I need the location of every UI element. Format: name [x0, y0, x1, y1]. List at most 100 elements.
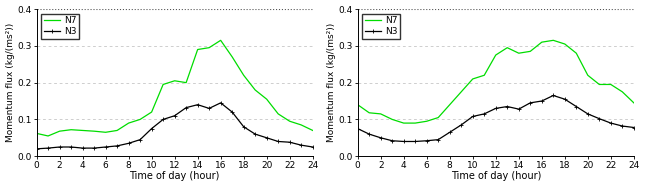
N3 [171, 115, 179, 117]
N3 [561, 98, 569, 100]
N7 [228, 56, 236, 58]
Line: N3: N3 [356, 94, 635, 143]
N7 [102, 131, 110, 133]
N7 [434, 117, 442, 119]
N7 [423, 120, 431, 122]
N7 [263, 98, 270, 100]
N7 [309, 129, 317, 132]
N7 [136, 118, 144, 121]
N3 [228, 111, 236, 113]
N7 [217, 39, 224, 42]
N3 [572, 105, 580, 108]
N7 [205, 47, 213, 49]
Y-axis label: Momentum flux (kg/(ms²)): Momentum flux (kg/(ms²)) [6, 23, 15, 142]
N3 [365, 133, 373, 135]
N3 [309, 146, 317, 148]
N3 [388, 140, 396, 142]
N3 [217, 102, 224, 104]
N3 [240, 126, 248, 128]
N7 [572, 52, 580, 54]
N7 [148, 111, 155, 113]
N7 [377, 113, 384, 115]
N3 [274, 140, 282, 143]
N3 [90, 147, 98, 149]
N3 [400, 140, 408, 143]
N3 [159, 118, 167, 121]
N3 [492, 107, 500, 110]
Legend: N7, N3: N7, N3 [362, 14, 400, 39]
N7 [526, 50, 534, 53]
N3 [457, 124, 465, 126]
N7 [630, 102, 638, 104]
N7 [365, 112, 373, 114]
N7 [45, 135, 52, 137]
N7 [607, 83, 615, 86]
N7 [114, 129, 121, 132]
N7 [400, 122, 408, 124]
N3 [263, 137, 270, 139]
N3 [515, 108, 522, 110]
N3 [434, 139, 442, 141]
N3 [45, 147, 52, 149]
N3 [205, 107, 213, 110]
N7 [252, 89, 259, 91]
N7 [550, 39, 557, 42]
N7 [619, 91, 626, 93]
N7 [515, 52, 522, 54]
N7 [446, 104, 453, 106]
N3 [136, 139, 144, 141]
N3 [538, 100, 546, 102]
N7 [240, 74, 248, 76]
N3 [55, 146, 63, 148]
N3 [619, 125, 626, 127]
Line: N7: N7 [358, 40, 634, 123]
N7 [171, 80, 179, 82]
N7 [159, 83, 167, 86]
N7 [297, 124, 305, 126]
N3 [67, 146, 75, 148]
N3 [252, 133, 259, 135]
N7 [481, 74, 488, 76]
Legend: N7, N3: N7, N3 [41, 14, 79, 39]
N3 [354, 128, 362, 130]
N7 [183, 82, 190, 84]
N3 [102, 146, 110, 148]
N3 [469, 115, 477, 118]
N7 [584, 74, 591, 76]
N7 [561, 43, 569, 45]
N3 [630, 126, 638, 129]
X-axis label: Time of day (hour): Time of day (hour) [451, 171, 541, 181]
N3 [503, 105, 511, 108]
N3 [297, 144, 305, 146]
N3 [412, 140, 419, 143]
N7 [595, 83, 603, 86]
N7 [194, 48, 201, 51]
N7 [33, 132, 41, 134]
Y-axis label: Momentum flux (kg/(ms²)): Momentum flux (kg/(ms²)) [326, 23, 335, 142]
N7 [457, 91, 465, 93]
N7 [274, 113, 282, 115]
N7 [124, 122, 132, 124]
N7 [67, 129, 75, 131]
N3 [194, 104, 201, 106]
N7 [538, 41, 546, 43]
N3 [183, 107, 190, 109]
N7 [469, 78, 477, 80]
N3 [79, 147, 86, 149]
N7 [79, 129, 86, 132]
X-axis label: Time of day (hour): Time of day (hour) [130, 171, 220, 181]
N3 [595, 118, 603, 120]
N7 [503, 47, 511, 49]
N7 [492, 54, 500, 56]
N3 [446, 131, 453, 133]
N7 [412, 122, 419, 124]
N7 [55, 130, 63, 132]
N3 [33, 148, 41, 150]
Line: N7: N7 [37, 40, 313, 136]
N7 [90, 130, 98, 132]
N3 [526, 102, 534, 104]
Line: N3: N3 [35, 101, 315, 151]
N7 [354, 104, 362, 106]
N3 [584, 113, 591, 115]
N3 [124, 142, 132, 144]
